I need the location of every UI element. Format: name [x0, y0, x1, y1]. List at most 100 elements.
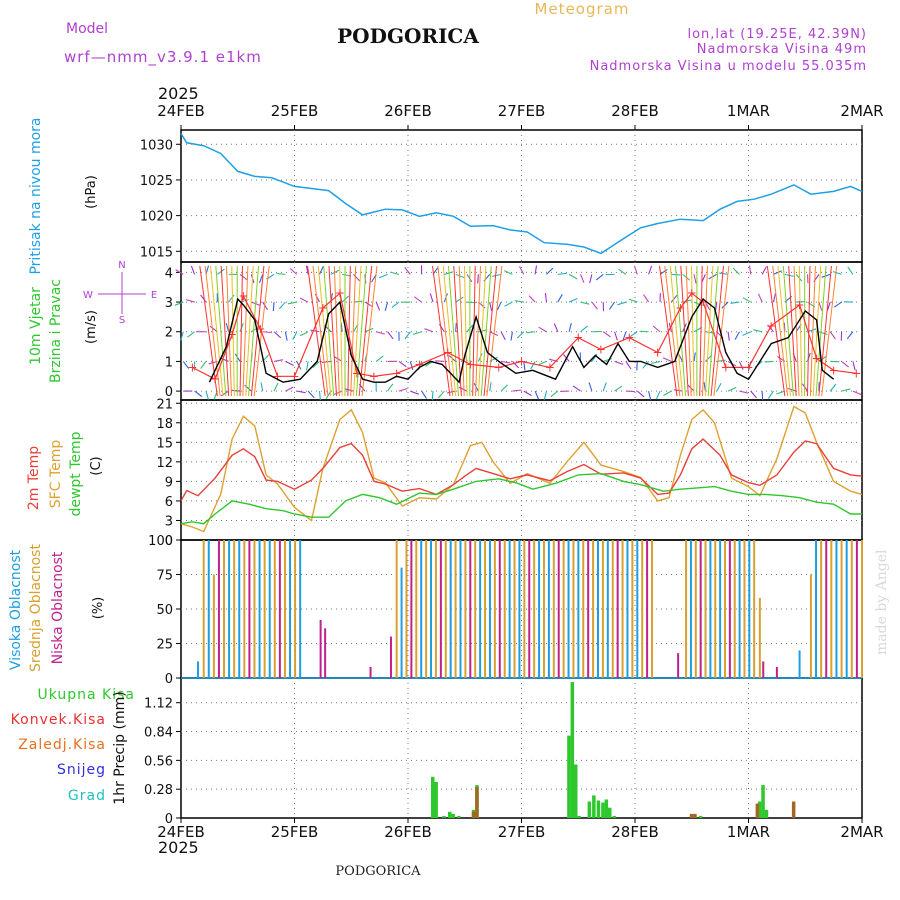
wind-arrow	[292, 331, 298, 341]
wind-arrow	[727, 331, 730, 341]
wind-gust-fan	[448, 265, 460, 397]
gust-marker: +	[465, 357, 475, 371]
wind-arrow	[318, 266, 324, 275]
wind-gust-fan	[226, 265, 233, 397]
subtitle: Meteogram	[535, 0, 630, 18]
wind-axis-label: 10m Vjetar	[28, 287, 44, 365]
gust-marker: +	[255, 322, 265, 336]
conv-precip-bar	[689, 813, 694, 818]
wind-arrow	[829, 331, 836, 340]
wind-arrow	[353, 300, 363, 303]
wind-arrow	[670, 294, 678, 303]
y-tick-label: 50	[156, 603, 173, 618]
x-tick-label-top: 28FEB	[611, 102, 658, 120]
wind-arrow	[431, 391, 434, 401]
wind-arrow	[628, 298, 638, 303]
wind-arrow	[220, 357, 229, 362]
wind-arrow	[651, 360, 661, 364]
gust-marker: +	[414, 357, 424, 371]
wind-arrow	[818, 331, 828, 336]
gust-marker: +	[289, 369, 299, 383]
total-precip-bar	[587, 801, 592, 818]
y-tick-label: 3	[165, 296, 173, 311]
wind-gust-fan	[215, 265, 227, 397]
wind-arrow	[239, 273, 248, 281]
wind-arrow	[767, 390, 774, 399]
y-tick-label: 6	[165, 495, 173, 510]
gust-marker: +	[187, 360, 197, 374]
y-tick-label: 4	[165, 266, 173, 281]
wind-gust-fan	[486, 265, 503, 397]
wind-arrow	[340, 322, 343, 332]
wind-arrow	[375, 355, 384, 362]
y-tick-label: 0	[165, 534, 173, 549]
gust-marker: +	[596, 343, 606, 357]
wind-arrow	[693, 301, 703, 307]
wind-gust-fan	[472, 265, 476, 397]
precip-legend-4: Grad	[68, 788, 106, 804]
wind-arrow	[544, 293, 548, 303]
wind-arrow	[526, 331, 536, 334]
wind-arrow	[602, 331, 611, 338]
wind-arrow	[489, 382, 492, 392]
wind-arrow	[776, 390, 785, 395]
gust-marker: +	[675, 301, 685, 315]
gust-marker: +	[318, 301, 328, 315]
low-cloud-label: Niska Oblacnost	[50, 551, 66, 664]
wind-arrow	[732, 267, 740, 275]
wind-arrow	[841, 388, 851, 392]
wind-arrow	[412, 331, 422, 335]
wind-gust-fan	[323, 265, 335, 397]
wind-arrow	[742, 331, 751, 336]
y-tick-label: 15	[156, 436, 173, 451]
wind-arrow	[643, 294, 650, 303]
conv-precip-bar	[471, 811, 476, 818]
wind-arrow	[538, 326, 547, 333]
year-top: 2025	[158, 84, 199, 103]
pressure-axis-label: Pritisak na nivou mora	[28, 117, 44, 274]
total-precip-bar	[577, 815, 581, 818]
gust-marker: +	[573, 331, 583, 345]
wind-gust-fan	[766, 265, 786, 397]
x-tick-label-top: 24FEB	[157, 102, 204, 120]
wind-gust-fan	[333, 265, 340, 397]
wind-arrow	[492, 273, 502, 277]
wind-gust-fan	[328, 265, 337, 397]
wind-arrow	[693, 352, 696, 362]
footer-label: PODGORICA	[335, 864, 421, 879]
wind-arrow	[284, 331, 288, 341]
wind-arrow	[553, 323, 559, 332]
wind-arrow	[205, 390, 210, 400]
y-tick-label: 12	[156, 456, 173, 471]
wind-arrow	[289, 267, 298, 275]
gust-marker: +	[812, 351, 822, 365]
wind-arrow	[446, 390, 456, 394]
gust-marker: +	[829, 363, 839, 377]
wind-arrow	[530, 361, 536, 370]
wind-arrow	[228, 294, 235, 303]
y-tick-label: 1030	[140, 138, 173, 153]
wind-gust-fan	[664, 265, 681, 397]
wind-arrow	[589, 274, 593, 284]
wind-arrow	[662, 357, 672, 362]
wind-arrow	[398, 387, 408, 392]
wind-gust-fan	[691, 265, 695, 397]
total-precip-bar	[596, 800, 601, 818]
wind-gust-fan	[353, 265, 362, 397]
gust-marker: +	[392, 366, 402, 380]
wind-arrow	[841, 360, 849, 368]
gust-marker: +	[743, 360, 753, 374]
wind-gust-fan	[220, 265, 230, 397]
temp-2m-line	[180, 438, 863, 502]
wind-arrow	[591, 353, 598, 362]
coords-label: lon,lat (19.25E, 42.39N)	[687, 27, 867, 42]
wind-arrow	[588, 382, 593, 392]
wind-arrow	[852, 390, 862, 396]
wind-arrow	[846, 331, 854, 340]
y-tick-label: 0	[165, 385, 173, 400]
total-precip-bar	[567, 735, 571, 818]
wind-arrow	[730, 301, 740, 304]
wind-gust-fan	[210, 265, 224, 397]
gust-marker: +	[494, 360, 504, 374]
